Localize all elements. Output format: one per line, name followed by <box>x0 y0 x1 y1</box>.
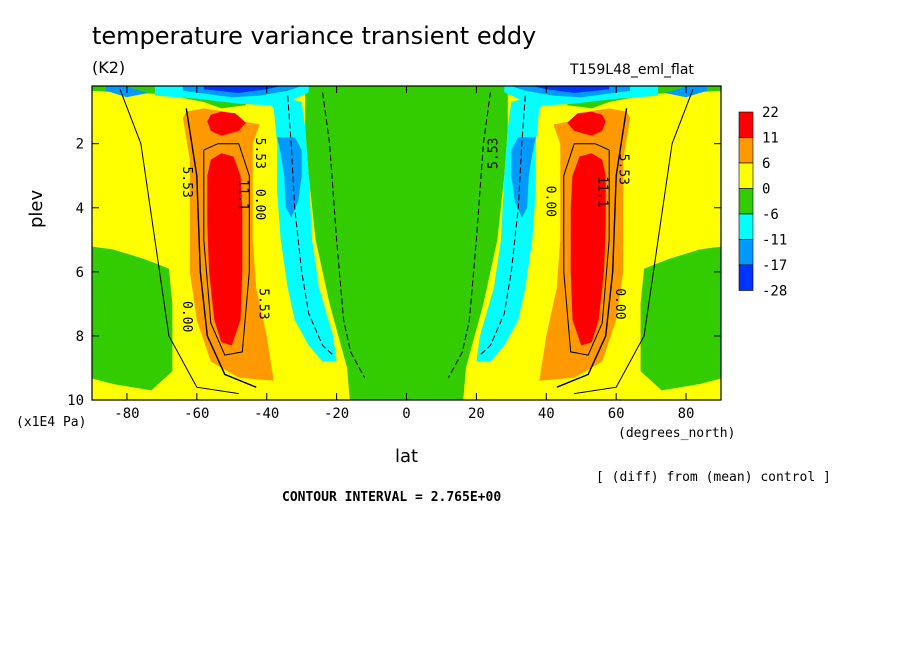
colorbar-swatch <box>738 137 754 164</box>
contour-line <box>322 92 366 378</box>
x-tick-label: 0 <box>402 406 410 422</box>
y-tick-label: 2 <box>76 137 84 153</box>
y-tick-label: 4 <box>76 201 84 217</box>
colorbar-label: 11 <box>762 131 779 147</box>
colorbar-swatch <box>738 264 754 291</box>
contour-interval: CONTOUR INTERVAL = 2.765E+00 <box>282 490 502 505</box>
contour-line <box>447 92 491 378</box>
colorbar-label: -11 <box>762 233 787 249</box>
contour-line <box>479 95 526 356</box>
contour-line <box>574 89 694 395</box>
contour-label: 5.53 <box>486 138 501 169</box>
y-axis-unit: (x1E4 Pa) <box>16 415 87 430</box>
x-axis-unit: (degrees_north) <box>618 426 736 441</box>
colorbar-label: -6 <box>762 207 779 223</box>
contour-label: 0.00 <box>612 288 627 319</box>
colorbar-swatch <box>738 162 754 189</box>
x-tick-label: 40 <box>538 406 555 422</box>
colorbar-label: 22 <box>762 105 779 121</box>
colorbar-label: 6 <box>762 156 770 172</box>
filled-region <box>203 86 281 93</box>
y-tick-label: 6 <box>76 265 84 281</box>
x-tick-label: -60 <box>184 406 209 422</box>
filled-region <box>640 246 721 391</box>
filled-region <box>567 111 606 136</box>
x-tick-label: 80 <box>678 406 695 422</box>
filled-region <box>511 137 536 218</box>
x-tick-label: 20 <box>468 406 485 422</box>
colorbar-label: 0 <box>762 182 770 198</box>
colorbar-label: -28 <box>762 284 787 300</box>
contour-label: 5.53 <box>252 138 267 169</box>
contour-label: 5.53 <box>179 166 194 197</box>
filled-region <box>305 86 508 400</box>
colorbar-swatch <box>738 239 754 266</box>
x-tick-label: -20 <box>324 406 349 422</box>
colorbar-swatch <box>738 188 754 215</box>
chart-title: temperature variance transient eddy <box>92 22 537 50</box>
colorbar-swatch <box>738 213 754 240</box>
units-label: (K2) <box>92 58 126 77</box>
filled-region <box>277 137 302 218</box>
filled-region <box>207 111 246 136</box>
contour-line <box>185 108 257 388</box>
y-tick-label: 8 <box>76 329 84 345</box>
contour-line <box>203 143 250 356</box>
contour-line <box>287 95 334 356</box>
contour-label: 0.00 <box>179 301 194 332</box>
contour-label: 5.53 <box>256 288 271 319</box>
x-tick-label: 60 <box>608 406 625 422</box>
filled-region <box>532 86 610 93</box>
contour-line <box>556 108 628 388</box>
contour-label: 5.53 <box>616 154 631 185</box>
colorbar-swatch <box>738 111 754 138</box>
filled-region <box>92 246 173 391</box>
y-tick-label: 10 <box>67 393 84 409</box>
run-label: T159L48_eml_flat <box>570 62 694 78</box>
contour-label: 11.1 <box>235 179 250 210</box>
x-tick-label: -80 <box>114 406 139 422</box>
contour-label: 0.00 <box>542 186 557 217</box>
contour-line <box>119 89 239 395</box>
colorbar-label: -17 <box>762 258 787 274</box>
contour-line <box>563 143 610 356</box>
diff-note: [ (diff) from (mean) control ] <box>596 470 831 485</box>
contour-label: 11.1 <box>595 176 610 207</box>
x-tick-label: -40 <box>254 406 279 422</box>
filled-region <box>207 153 243 346</box>
contour-field: 5.53 5.535.535.53 5.530.00 0.000.00 0.0011.1… <box>92 86 721 400</box>
contour-label: 0.00 <box>252 189 267 220</box>
filled-region <box>570 153 606 346</box>
y-axis-label: plev <box>26 189 47 228</box>
x-axis-label: lat <box>395 446 419 467</box>
